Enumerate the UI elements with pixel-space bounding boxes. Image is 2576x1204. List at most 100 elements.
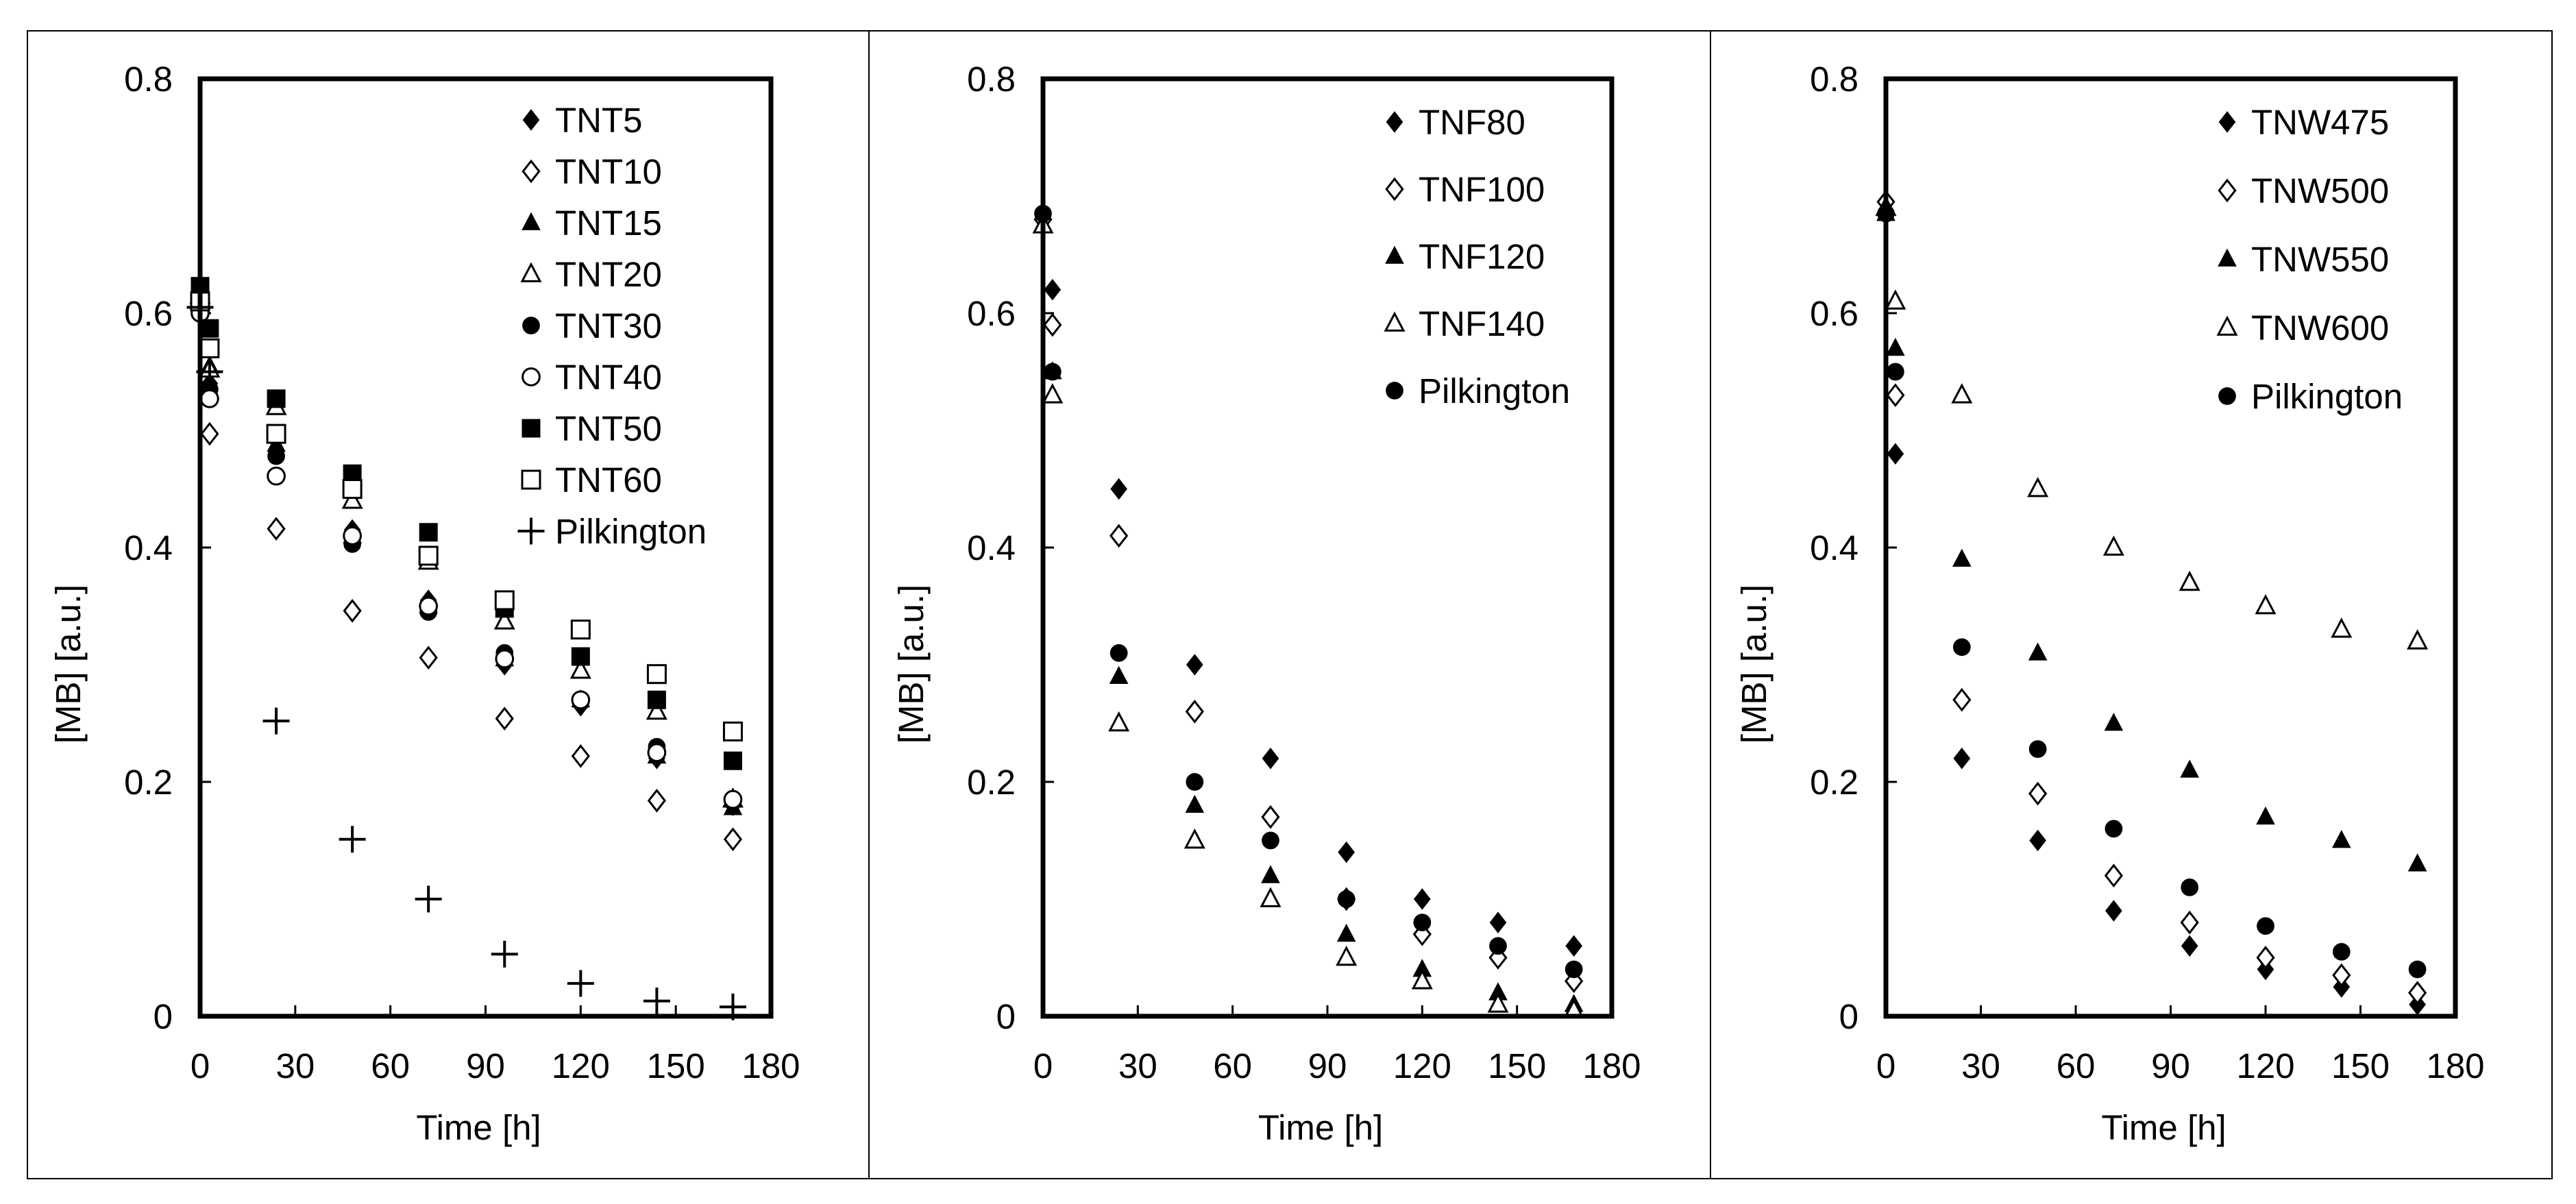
panel-3-legend-marker — [2218, 178, 2237, 203]
panel-2-xtick-label: 60 — [1213, 1046, 1252, 1085]
panel-3-point — [2407, 981, 2427, 1005]
panel-2-ytick-label: 0.2 — [967, 763, 1016, 802]
panel-1-xtick-label: 0 — [191, 1046, 210, 1085]
panel-2-point — [1185, 700, 1204, 724]
panel-2-legend-label: Pilkington — [1419, 371, 1570, 410]
panel-1-point — [267, 447, 285, 465]
panel-1-point — [723, 751, 742, 770]
panel-2-ylabel: [MB] [a.u.] — [892, 585, 931, 744]
panel-1-point — [646, 699, 667, 720]
panel-3-point — [2028, 642, 2048, 661]
panel-3-xtick-label: 150 — [2331, 1046, 2390, 1085]
panel-2-point — [1261, 804, 1280, 829]
panel-2-point — [1489, 911, 1507, 933]
panel-2-legend-label: TNF140 — [1419, 304, 1545, 343]
panel-1-point — [571, 744, 590, 768]
panel-1-xtick-label: 150 — [647, 1046, 705, 1085]
panel-1-point — [570, 619, 591, 640]
panel-2-point — [1042, 383, 1064, 404]
panel-2-point — [1336, 945, 1358, 966]
panel-2-point — [1487, 992, 1509, 1013]
panel-1-point — [267, 517, 286, 541]
panel-1-legend-label: TNT15 — [555, 204, 662, 243]
panel-3-ytick-label: 0.4 — [1810, 528, 1859, 567]
panel-1-point — [343, 598, 362, 623]
panel-3-legend-marker — [2218, 248, 2237, 267]
panel-3-legend-label: TNW550 — [2251, 240, 2389, 279]
panel-2-legend-marker — [1384, 311, 1406, 332]
panel-2-plot-area — [1040, 76, 1615, 1019]
panel-3-point — [2027, 476, 2049, 497]
panel-2-point — [1043, 312, 1062, 337]
panel-3-legend-marker — [2216, 315, 2238, 336]
panel-3-xtick-label: 0 — [1876, 1046, 1896, 1085]
panel-3-point — [2028, 781, 2048, 806]
panel-1-point — [647, 788, 667, 813]
panel-1-point — [343, 526, 362, 545]
panel-3-point — [2331, 830, 2351, 848]
panel-1-legend-label: TNT30 — [555, 306, 662, 345]
panel-3-ytick-label: 0.8 — [1810, 60, 1859, 99]
panel-2-xtick-label: 150 — [1488, 1046, 1546, 1085]
panel-3-point — [1887, 443, 1904, 465]
panel-3-legend-label: Pilkington — [2251, 377, 2403, 416]
panel-1-ylabel: [MB] [a.u.] — [49, 585, 88, 744]
panel-3-point — [1886, 337, 1905, 356]
panel-2-series-tnf140 — [1032, 213, 1585, 1019]
panel-1: 0 0.2 0.4 0.6 0.8 0 30 60 90 120 150 180 Time [h] [MB… — [27, 30, 870, 1179]
panel-2-xtick-label: 0 — [1033, 1046, 1053, 1085]
panel-1-point — [493, 609, 515, 630]
panel-3-point — [2102, 535, 2124, 556]
panel-1-point — [494, 590, 515, 611]
panel-2-point — [1565, 960, 1583, 979]
panel-2-point — [1109, 644, 1128, 662]
panel-3-point — [1952, 638, 1971, 656]
panel-1-legend-marker — [522, 109, 540, 131]
panel-1-legend-label: TNT50 — [555, 409, 662, 448]
panel-1-series-tnt40 — [191, 304, 743, 809]
panel-2-legend-marker — [1385, 177, 1404, 201]
panel-2-point — [1110, 478, 1128, 500]
panel-3: 0 0.2 0.4 0.6 0.8 0 30 60 90 120 150 180 Time [h] [MB… — [1710, 30, 2553, 1179]
panel-1-point — [418, 545, 439, 566]
panel-3-point — [1953, 748, 1971, 770]
panel-3-point — [2407, 629, 2429, 650]
panel-1-legend: TNT5 TNT10 TNT15 TNT20 TNT30 TNT40 TNT50 TNT60 P… — [517, 101, 707, 551]
panel-3-frame — [1710, 30, 2553, 1179]
panel-3-point — [2180, 759, 2200, 778]
panel-3-xtick-label: 90 — [2151, 1046, 2190, 1085]
panel-1-point — [722, 721, 743, 741]
panel-1-plot-area — [197, 76, 774, 1019]
panel-1-point — [495, 707, 514, 731]
panel-1-point — [571, 690, 591, 710]
panel-2-point — [1413, 913, 1432, 932]
panel-2-point — [1186, 654, 1203, 676]
panel-3-legend-label: TNW500 — [2251, 171, 2389, 210]
panel-3-point — [2257, 917, 2274, 935]
panel-3-point — [2255, 593, 2277, 615]
panel-2-point — [1108, 711, 1130, 732]
panel-3-point — [2331, 617, 2353, 638]
panel-3-legend: TNW475 TNW500 TNW550 TNW600 Pilkington — [2216, 103, 2403, 416]
panel-2-point — [1337, 890, 1356, 908]
panel-1-point — [415, 885, 442, 913]
panel-1-legend-marker — [522, 159, 541, 184]
panel-1-point — [200, 389, 219, 408]
panel-3-point — [2104, 713, 2124, 731]
panel-1-point — [419, 596, 439, 616]
panel-3-legend-label: TNW600 — [2251, 308, 2389, 347]
panel-3-xlabel: Time [h] — [2101, 1108, 2226, 1147]
panel-1-xtick-label: 90 — [466, 1046, 505, 1085]
panel-3-xtick-label: 30 — [1961, 1046, 2000, 1085]
panel-2-xtick-label: 30 — [1118, 1046, 1157, 1085]
panel-2-point — [1488, 946, 1508, 970]
panel-1-point — [200, 421, 219, 446]
panel-3-point — [2256, 806, 2275, 825]
panel-3-legend-marker — [2218, 111, 2236, 133]
panel-2-point — [1261, 865, 1280, 883]
panel-2-ytick-label: 0.6 — [967, 294, 1016, 333]
panel-3-point — [2408, 960, 2427, 979]
panel-2-point — [1338, 841, 1356, 863]
panel-3-point — [1951, 383, 1973, 404]
